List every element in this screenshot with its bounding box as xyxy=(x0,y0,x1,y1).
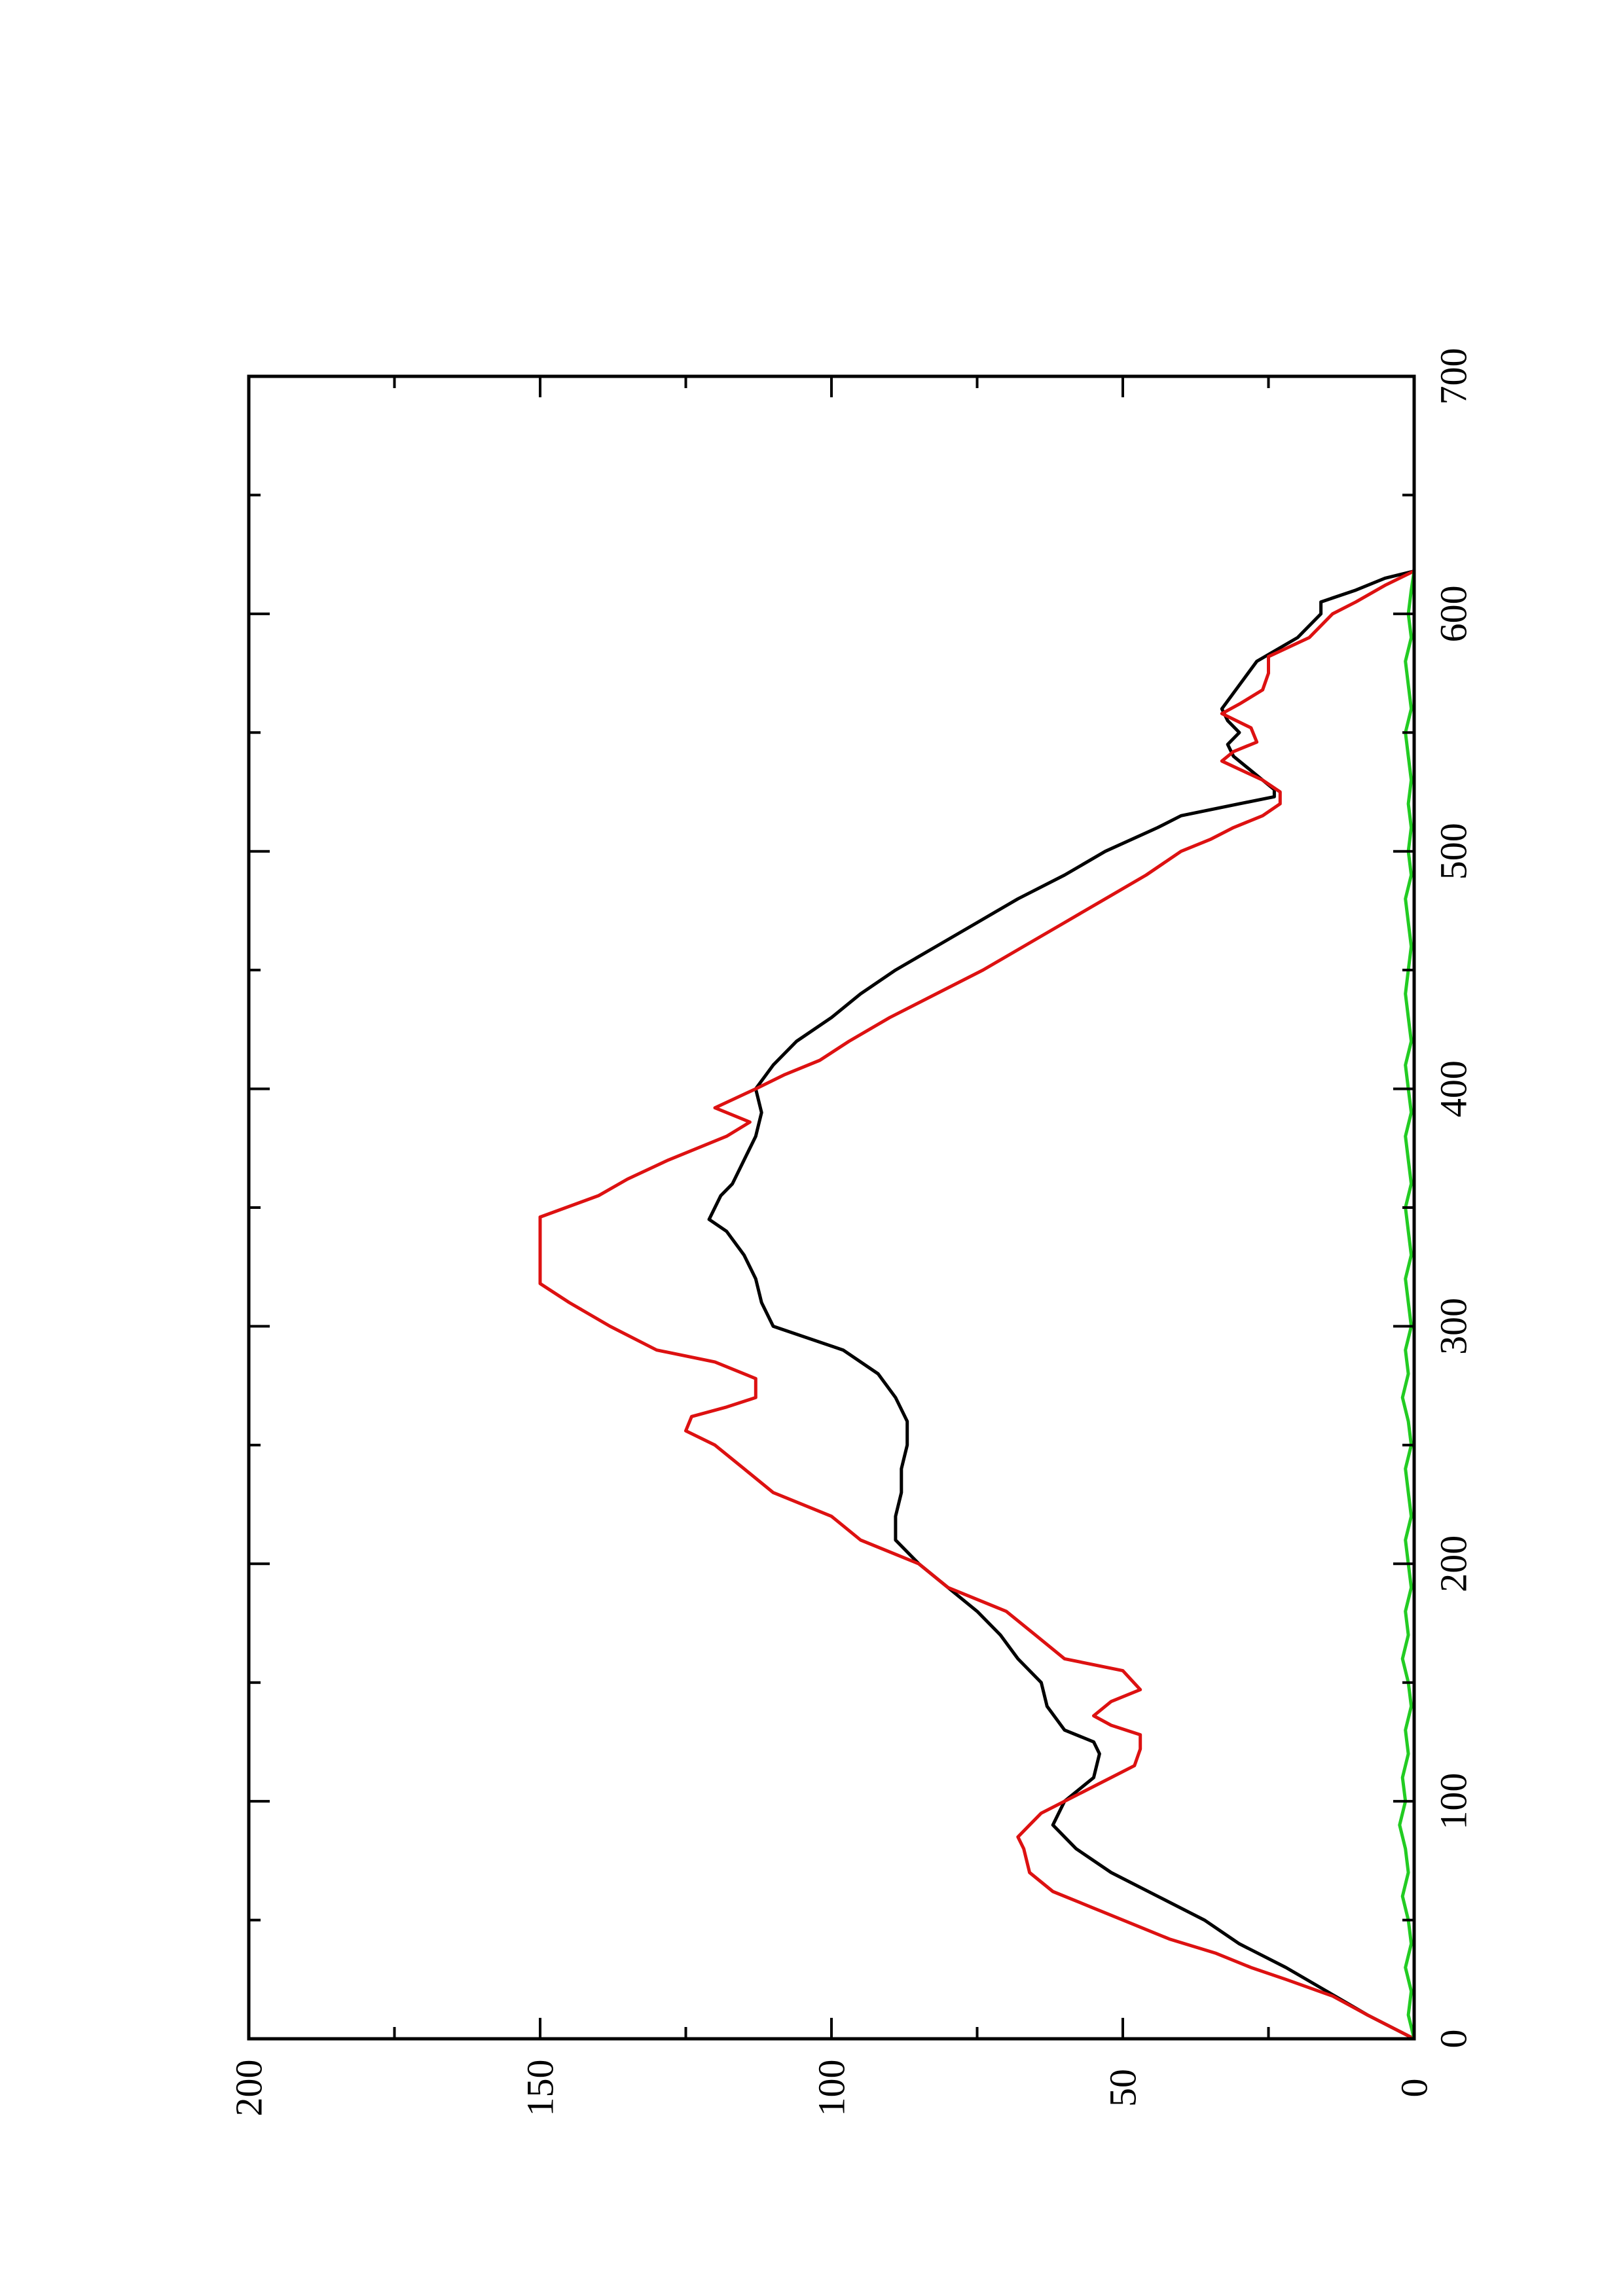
y-tick-label: 200 xyxy=(228,2060,270,2117)
y-tick-label: 100 xyxy=(811,2060,853,2117)
plot-frame xyxy=(247,374,1416,2041)
x-tick-label: 700 xyxy=(1432,348,1475,405)
y-tick-label: 50 xyxy=(1102,2069,1144,2107)
x-tick-label: 600 xyxy=(1432,585,1475,642)
y-tick-label: 150 xyxy=(519,2060,562,2117)
x-tick-label: 300 xyxy=(1432,1298,1475,1355)
x-tick-label: 200 xyxy=(1432,1535,1475,1592)
y-tick-label: 0 xyxy=(1393,2079,1436,2098)
x-tick-label: 0 xyxy=(1432,2030,1475,2049)
x-tick-label: 400 xyxy=(1432,1060,1475,1117)
x-tick-label: 100 xyxy=(1432,1773,1475,1830)
series-line-2 xyxy=(538,569,1415,2041)
x-tick-label: 500 xyxy=(1432,823,1475,880)
series-line-3 xyxy=(1398,571,1416,2039)
series-line-1 xyxy=(707,569,1415,2041)
